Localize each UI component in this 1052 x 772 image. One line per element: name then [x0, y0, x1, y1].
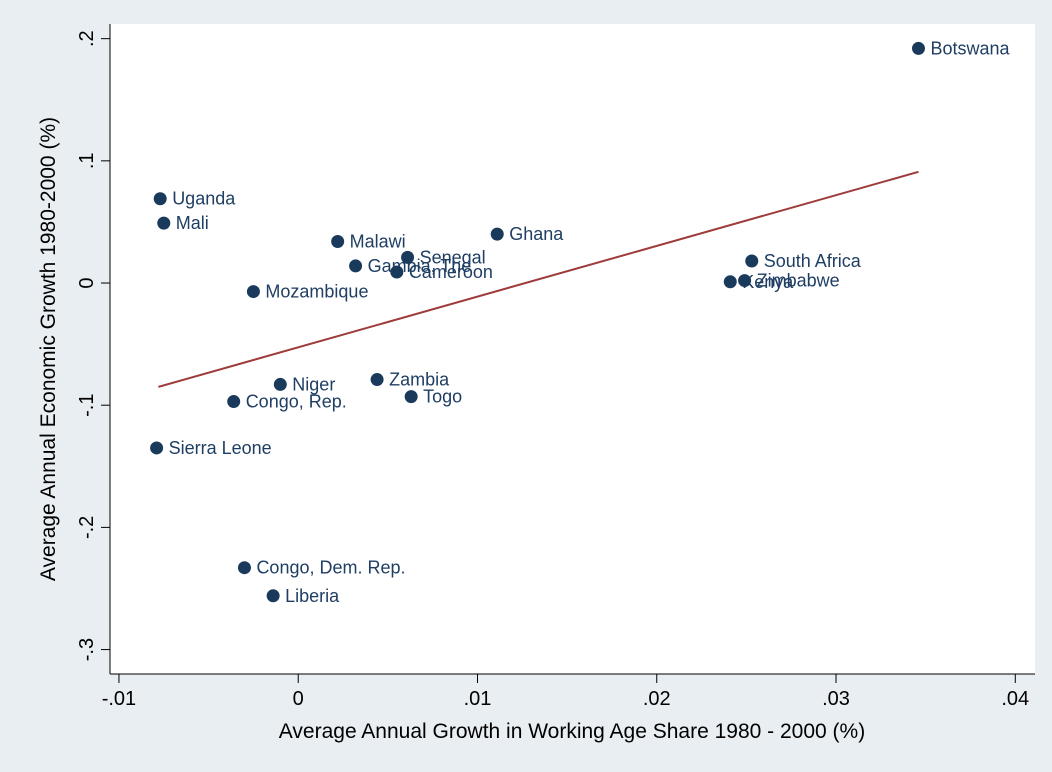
x-tick-label: -.01	[102, 688, 136, 710]
y-axis: -.3 -.2 -.1 0 .1 .2	[76, 24, 111, 674]
scatter-point	[490, 227, 504, 241]
scatter-point	[738, 274, 752, 288]
point-label: Zimbabwe	[757, 271, 840, 291]
scatter-point	[153, 192, 167, 206]
point-label: Ghana	[509, 224, 564, 244]
y-tick-label: 0	[76, 277, 98, 288]
x-axis: -.01 0 .01 .02 .03 .04	[102, 673, 1035, 710]
x-tick-label: .03	[822, 688, 850, 710]
point-label: Botswana	[930, 38, 1010, 58]
scatter-point	[404, 390, 418, 404]
scatter-point	[331, 234, 345, 248]
y-tick-label: .1	[76, 152, 98, 169]
scatter-point	[246, 285, 260, 299]
y-axis-title: Average Annual Economic Growth 1980-2000…	[37, 117, 60, 581]
scatter-point	[150, 441, 164, 455]
point-label: South Africa	[764, 251, 862, 271]
scatter-point	[227, 395, 241, 409]
y-ticks: -.3 -.2 -.1 0 .1 .2	[76, 30, 110, 661]
fit-line	[158, 170, 919, 388]
scatter-point	[273, 377, 287, 391]
y-tick-label: -.1	[76, 394, 98, 417]
point-label: Congo, Rep.	[246, 392, 347, 412]
point-label: Zambia	[389, 370, 450, 390]
point-label: Uganda	[172, 189, 236, 209]
y-tick-label: -.2	[76, 516, 98, 539]
scatter-point	[911, 41, 925, 55]
scatter-point	[745, 254, 759, 268]
x-tick-label: .02	[643, 688, 671, 710]
x-axis-title: Average Annual Growth in Working Age Sha…	[279, 720, 865, 743]
scatter-point	[390, 265, 404, 279]
scatter-point	[401, 250, 415, 264]
fit-line-layer	[158, 170, 919, 388]
x-tick-label: 0	[293, 688, 304, 710]
point-label: Niger	[292, 374, 335, 394]
point-label: Sierra Leone	[169, 438, 272, 458]
scatter-point	[266, 589, 280, 603]
x-ticks: -.01 0 .01 .02 .03 .04	[102, 674, 1029, 710]
scatter-point	[370, 373, 384, 387]
point-label: Liberia	[285, 586, 340, 606]
point-label: Mozambique	[265, 282, 368, 302]
point-label: Malawi	[350, 231, 406, 251]
scatter-point	[237, 561, 251, 575]
x-tick-label: .01	[464, 688, 492, 710]
point-label: Mali	[176, 213, 209, 233]
point-label: Congo, Dem. Rep.	[256, 558, 405, 578]
y-tick-label: -.3	[76, 638, 98, 661]
point-label: Cameroon	[409, 262, 493, 282]
point-label: Kenya	[742, 272, 794, 292]
scatter-point	[349, 259, 363, 273]
point-label: Togo	[423, 387, 462, 407]
scatter-point	[723, 275, 737, 289]
point-label: Senegal	[420, 247, 486, 267]
y-tick-label: .2	[76, 30, 98, 47]
plot-area	[110, 24, 1035, 674]
x-tick-label: .04	[1001, 688, 1029, 710]
scatter-point	[157, 216, 171, 230]
